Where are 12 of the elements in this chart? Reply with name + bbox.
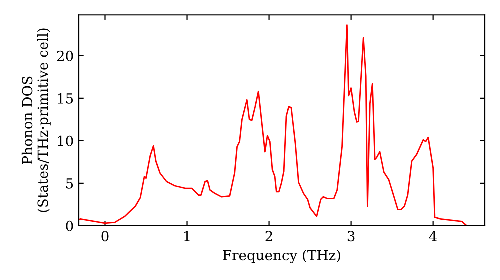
x-tick-label: 2 xyxy=(266,231,272,242)
x-axis-title: Frequency (THz) xyxy=(223,250,340,264)
x-tick-label: 1 xyxy=(184,231,190,242)
y-tick-label: 15 xyxy=(58,93,74,104)
y-tick-label: 20 xyxy=(57,50,74,62)
y-tick-label: 5 xyxy=(66,178,74,189)
y-tick-label: 0 xyxy=(66,220,74,232)
x-tick-label: 3 xyxy=(348,231,355,242)
x-tick-label: 0 xyxy=(102,231,109,242)
x-tick-label: 4 xyxy=(429,231,438,242)
y-axis-title: Phonon DOS (States/THz·primitive cell) xyxy=(22,28,51,212)
y-tick-label: 10 xyxy=(58,136,74,146)
